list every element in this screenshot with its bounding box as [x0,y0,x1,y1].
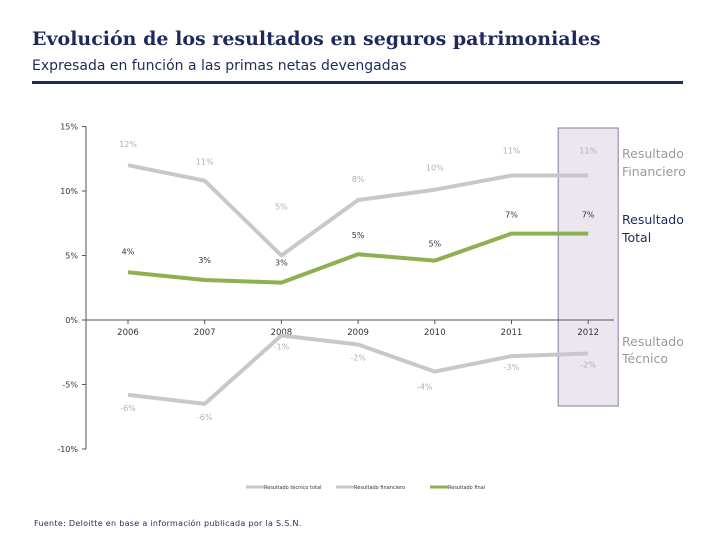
x-tick-label: 2007 [194,328,216,338]
data-label-tecnico: -1% [274,342,290,351]
data-label-tecnico: -6% [197,413,213,422]
legend-label: Resultado técnico total [264,484,322,491]
data-label-final: 5% [352,231,365,240]
data-label-final: 3% [198,256,211,265]
series-line-tecnico [127,333,589,406]
y-tick-label: 0% [65,316,78,325]
page-title: Evolución de los resultados en seguros p… [32,28,601,50]
data-label-tecnico: -2% [350,354,366,363]
data-label-final: 4% [122,247,135,256]
data-label-financiero: 10% [426,164,444,173]
y-tick-label: -10% [57,445,78,454]
data-label-financiero: 8% [352,175,365,184]
end-label-final: Total [621,230,651,245]
data-label-financiero: 11% [579,147,597,156]
data-label-final: 7% [582,211,595,220]
x-tick-label: 2011 [501,328,523,338]
page-subtitle: Expresada en función a las primas netas … [32,58,407,74]
source-note: Fuente: Deloitte en base a información p… [34,519,302,528]
end-label-tecnico: Resultado [622,334,684,349]
series-line-final [127,231,589,285]
x-tick-label: 2006 [117,328,139,338]
data-label-tecnico: -3% [504,363,520,372]
data-label-final: 7% [505,211,518,220]
legend-label: Resultado final [448,485,485,491]
series-line-financiero [127,163,589,258]
x-tick-label: 2009 [347,328,369,338]
x-tick-label: 2008 [271,328,293,338]
data-label-tecnico: -6% [120,404,136,413]
legend-label: Resultado financiero [354,485,405,491]
data-label-tecnico: -2% [580,361,596,370]
title-divider [32,81,683,84]
data-label-financiero: 5% [275,203,288,212]
y-tick-label: -5% [62,381,78,390]
data-label-final: 3% [275,259,288,268]
end-label-financiero: Resultado [622,146,684,161]
end-label-tecnico: Técnico [621,351,668,366]
data-label-final: 5% [428,240,441,249]
data-label-financiero: 11% [503,147,521,156]
y-tick-label: 10% [60,187,78,196]
end-label-financiero: Financiero [622,164,686,179]
end-label-final: Resultado [622,212,684,227]
x-tick-label: 2010 [424,328,446,338]
y-tick-label: 15% [60,123,78,132]
y-tick-label: 5% [65,252,78,261]
x-tick-label: 2012 [577,328,599,338]
data-label-tecnico: -4% [417,383,433,392]
data-label-financiero: 11% [196,158,214,167]
data-label-financiero: 12% [119,140,137,149]
